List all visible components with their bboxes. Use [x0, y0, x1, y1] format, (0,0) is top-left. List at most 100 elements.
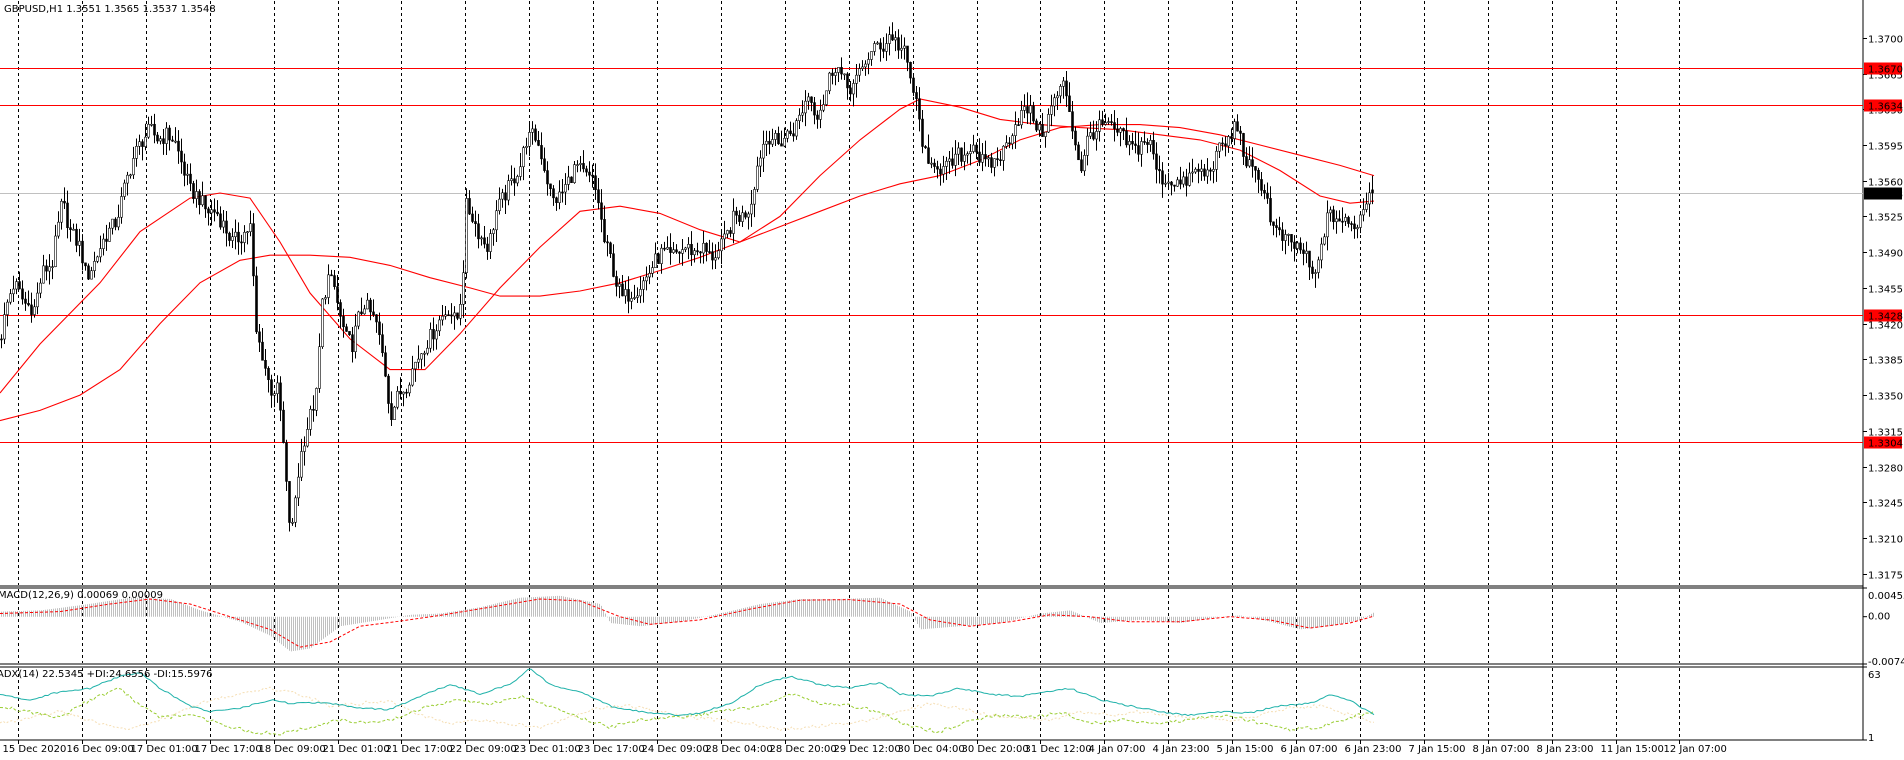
candle [825, 90, 828, 107]
candle-body [174, 140, 177, 143]
candle-body [108, 227, 111, 242]
candle-body [789, 130, 792, 134]
candle-body [417, 358, 420, 363]
candle [240, 234, 243, 255]
adx-line [0, 668, 1375, 717]
candle-body [552, 188, 555, 199]
candle [696, 242, 699, 256]
candle-body [1239, 130, 1242, 134]
candle [204, 195, 207, 218]
candle [783, 127, 786, 148]
candle-body [1143, 141, 1146, 143]
candle-body [1209, 169, 1212, 172]
candle [972, 134, 975, 154]
candle [171, 135, 174, 142]
candle-body [210, 209, 213, 214]
candle [570, 176, 573, 184]
candle-body [234, 231, 237, 238]
candle [1104, 113, 1107, 126]
candle [117, 204, 120, 231]
candle [720, 229, 723, 265]
candle [453, 306, 456, 330]
time-tick-label: 23 Dec 01:00 [514, 744, 581, 755]
candle-body [1179, 179, 1182, 185]
candle [1140, 137, 1143, 167]
candle [1128, 135, 1131, 156]
candle [348, 331, 351, 336]
candle [483, 226, 486, 249]
candle-body [405, 391, 408, 394]
candle [1158, 155, 1161, 184]
candle-body [1353, 223, 1356, 230]
level-badge [1864, 309, 1902, 322]
candle [588, 161, 591, 183]
candle [648, 264, 651, 285]
candle-body [96, 256, 99, 262]
candle-body [39, 282, 42, 294]
candle [255, 266, 258, 334]
candle-body [891, 34, 894, 41]
candle-body [462, 272, 465, 305]
candle [252, 213, 255, 287]
candle [747, 211, 750, 230]
candle [141, 139, 144, 161]
candle-body [579, 163, 582, 165]
time-tick-label: 21 Dec 17:00 [386, 744, 453, 755]
candle [1047, 108, 1050, 133]
candle-body [774, 133, 777, 140]
candle-body [1092, 132, 1095, 140]
candle-body [501, 192, 504, 200]
candle [627, 276, 630, 314]
candle-body [513, 178, 516, 184]
candle-body [885, 43, 888, 52]
candle-body [759, 157, 762, 167]
candle-body [639, 289, 642, 297]
candle [1071, 101, 1074, 140]
candle-body [489, 233, 492, 252]
candle [681, 239, 684, 266]
time-tick-label: 4 Jan 07:00 [1089, 744, 1146, 755]
candle [1077, 141, 1080, 161]
candle-body [1302, 249, 1305, 254]
candle-body [141, 141, 144, 147]
adx-tick-label: 63 [1868, 670, 1881, 681]
candle [954, 140, 957, 177]
candle-body [153, 123, 156, 136]
candle-body [261, 341, 264, 361]
candle-body [477, 223, 480, 240]
candle-body [1107, 121, 1110, 123]
candle-body [369, 299, 372, 313]
candle [135, 138, 138, 167]
candle-body [1362, 209, 1365, 216]
candle-body [1152, 140, 1155, 155]
adx-tick-label: 1 [1868, 733, 1874, 744]
candle [867, 52, 870, 75]
candle-body [393, 406, 396, 420]
level-lines[interactable] [0, 68, 1863, 443]
candle [708, 239, 711, 254]
candle-body [831, 72, 834, 76]
candle-body [225, 220, 228, 234]
candle [732, 198, 735, 244]
candle [231, 228, 234, 248]
candle-body [1155, 153, 1158, 170]
candle-body [810, 96, 813, 103]
price-tick-label: 1.3455 [1868, 285, 1903, 296]
candle [360, 297, 363, 316]
candle-body [939, 168, 942, 175]
candle-body [138, 141, 141, 147]
candle-body [201, 195, 204, 206]
time-tick-label: 12 Jan 07:00 [1664, 744, 1727, 755]
candle [861, 60, 864, 72]
candle [963, 142, 966, 171]
time-tick-label: 17 Dec 01:00 [131, 744, 198, 755]
candle [612, 244, 615, 278]
candle-body [648, 273, 651, 278]
candle-body [195, 191, 198, 200]
candle-body [978, 151, 981, 163]
candle [1194, 167, 1197, 174]
candle [522, 145, 525, 181]
candle-body [450, 314, 453, 317]
candle [621, 275, 624, 297]
